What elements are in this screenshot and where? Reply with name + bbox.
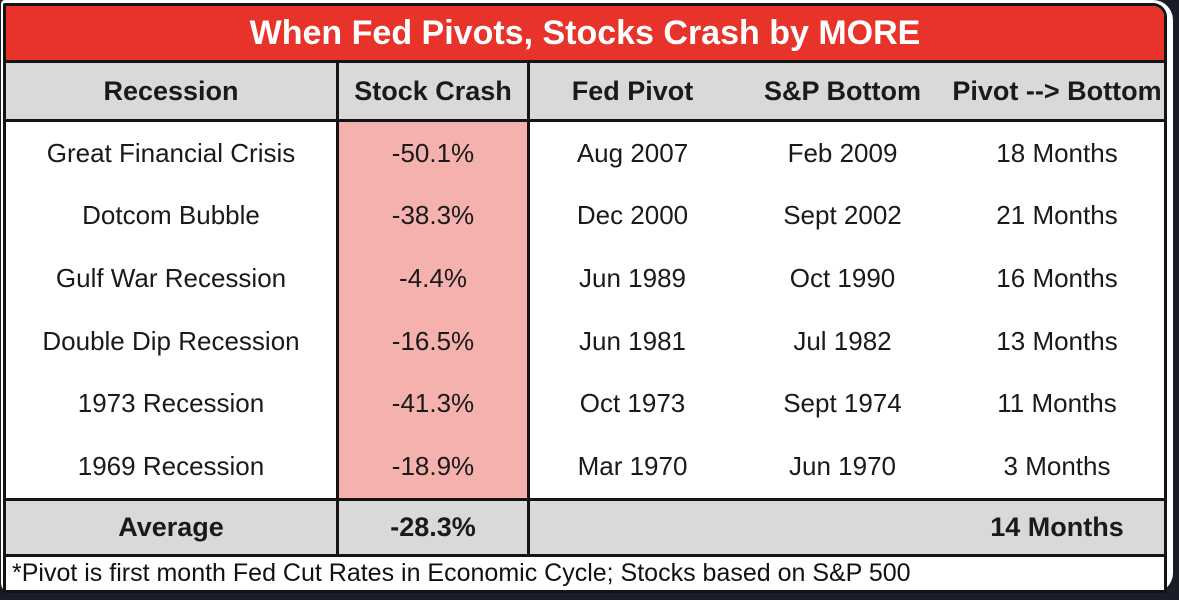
cell-pivot-to-bottom: 3 Months [1003,450,1111,481]
cell-pivot-to-bottom: 18 Months [996,137,1118,168]
header-pivot-to-bottom: Pivot --> Bottom [952,75,1162,106]
footnote: *Pivot is first month Fed Cut Rates in E… [6,556,1164,590]
cell-fed-pivot: Oct 1973 [579,388,686,419]
cell-sp-bottom: Feb 2009 [787,137,898,168]
header-sp-bottom: S&P Bottom [763,75,921,106]
cell-recession: 1969 Recession [6,434,339,498]
header-stock-crash: Stock Crash [339,63,530,119]
cell-pivot-to-bottom: 21 Months [996,200,1118,231]
cell-sp-bottom: Jul 1982 [793,325,892,356]
cell-recession: Double Dip Recession [6,309,339,373]
cell-sp-bottom: Sept 1974 [783,388,902,419]
cell-stock-crash: -4.4% [339,247,530,310]
cell-fed-pivot: Mar 1970 [577,450,688,481]
average-empty [530,501,735,554]
cell-sp-bottom: Oct 1990 [789,262,896,293]
cell-recession: Dotcom Bubble [6,184,339,248]
table-row: 1969 Recession -18.9% Mar 1970 Jun 1970 … [6,434,1164,498]
cell-pivot-to-bottom: 11 Months [997,388,1117,419]
cell-sp-bottom: Sept 2002 [783,200,902,231]
fed-pivots-table: When Fed Pivots, Stocks Crash by MORE Re… [3,3,1167,593]
cell-fed-pivot: Jun 1981 [579,325,686,356]
header-recession: Recession [6,63,339,119]
average-empty [735,501,950,554]
table-row: 1973 Recession -41.3% Oct 1973 Sept 1974… [6,372,1164,435]
cell-recession: Gulf War Recession [6,247,339,310]
average-row: Average -28.3% 14 Months [6,497,1164,557]
cell-stock-crash: -18.9% [339,434,530,498]
cell-sp-bottom: Jun 1970 [789,450,896,481]
cell-recession: Great Financial Crisis [6,122,339,185]
cell-pivot-to-bottom: 16 Months [996,262,1118,293]
average-stock-crash: -28.3% [339,500,530,554]
cell-recession: 1973 Recession [6,372,339,435]
cell-fed-pivot: Dec 2000 [576,200,689,231]
header-row: Recession Stock Crash Fed Pivot S&P Bott… [6,60,1164,122]
cell-stock-crash: -50.1% [339,122,530,185]
cell-stock-crash: -38.3% [339,184,530,248]
cell-pivot-to-bottom: 13 Months [996,325,1118,356]
cell-stock-crash: -41.3% [339,372,530,435]
header-fed-pivot: Fed Pivot [571,75,694,106]
table-row: Dotcom Bubble -38.3% Dec 2000 Sept 2002 … [6,184,1164,248]
cell-fed-pivot: Aug 2007 [576,137,689,168]
table-row: Great Financial Crisis -50.1% Aug 2007 F… [6,122,1164,185]
average-label: Average [6,500,339,554]
table-row: Double Dip Recession -16.5% Jun 1981 Jul… [6,309,1164,373]
average-pivot-to-bottom: 14 Months [990,511,1124,542]
table-row: Gulf War Recession -4.4% Jun 1989 Oct 19… [6,247,1164,310]
cell-fed-pivot: Jun 1989 [579,262,686,293]
table-title: When Fed Pivots, Stocks Crash by MORE [6,6,1164,60]
cell-stock-crash: -16.5% [339,309,530,373]
